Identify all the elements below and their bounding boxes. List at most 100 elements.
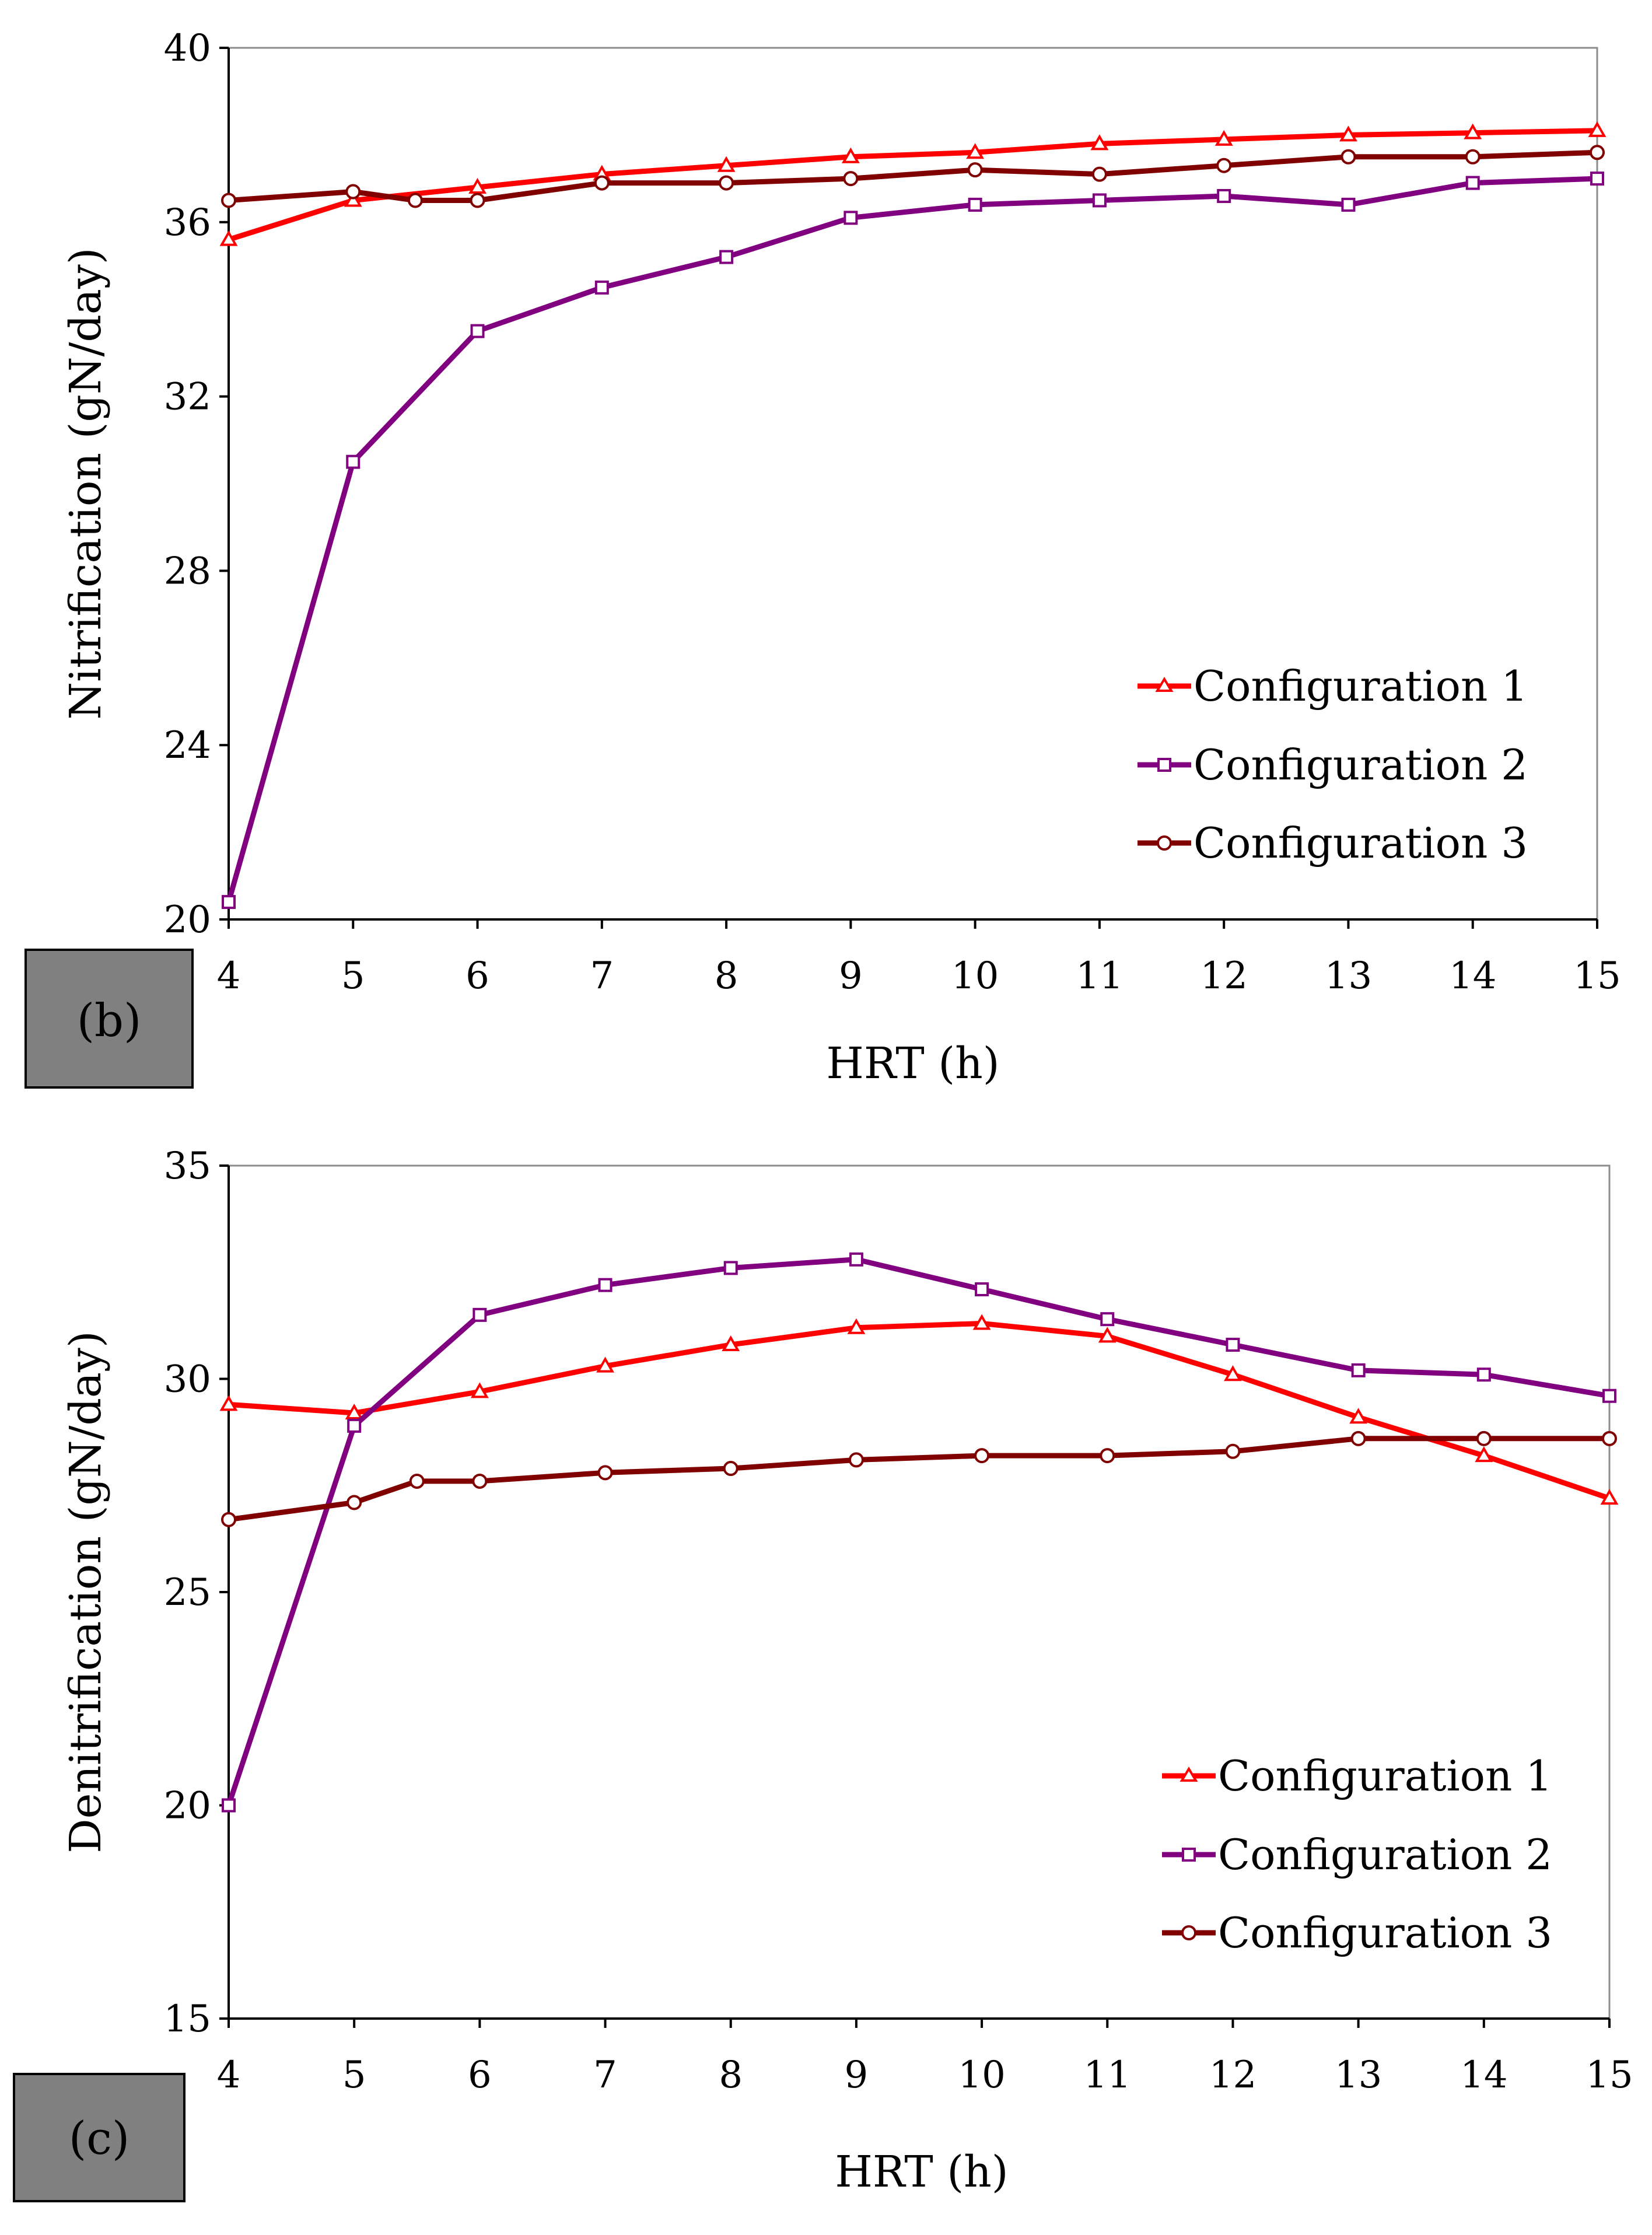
legend-label-c-2: Configuration 3 bbox=[1218, 1908, 1552, 1957]
data-point-c-0-4 bbox=[722, 1335, 740, 1352]
data-point-b-2-2 bbox=[407, 193, 423, 208]
legend-c: Configuration 1 Configuration 2 Configur… bbox=[1162, 1751, 1552, 1957]
data-point-b-1-1 bbox=[346, 454, 360, 469]
x-axis-title-c: HRT (h) bbox=[835, 2147, 1008, 2197]
x-tick-label-c-6: 10 bbox=[958, 2054, 1005, 2097]
data-point-b-0-0 bbox=[219, 230, 238, 246]
data-point-b-1-6 bbox=[968, 197, 982, 212]
data-point-b-0-9 bbox=[1339, 125, 1357, 142]
x-tick-label-c-3: 7 bbox=[593, 2054, 617, 2097]
y-tick-label-c-2: 25 bbox=[164, 1571, 211, 1614]
chart-c: 15 20 25 30 35 4 5 6 7 8 9 10 11 12 13 14 15 Denitrifica… bbox=[13, 1145, 1633, 2202]
series-line-c-1 bbox=[226, 1257, 1612, 1808]
y-axis-title-b: Nitrification (gN/day) bbox=[61, 247, 111, 719]
x-tick-label-c-9: 13 bbox=[1335, 2054, 1382, 2097]
plot-area-b bbox=[228, 47, 1598, 921]
chart-b: 20 24 28 32 36 40 4 5 6 7 8 9 10 11 12 13 14 15 Nitrifica… bbox=[24, 27, 1621, 1089]
x-axis-title-b: HRT (h) bbox=[826, 1038, 999, 1089]
data-point-c-1-7 bbox=[1100, 1312, 1115, 1327]
data-point-c-2-11 bbox=[1476, 1430, 1492, 1446]
x-tick-label-c-2: 6 bbox=[468, 2054, 492, 2097]
x-tick-label-c-8: 12 bbox=[1209, 2054, 1256, 2097]
data-point-c-0-11 bbox=[1600, 1489, 1619, 1505]
data-point-c-2-12 bbox=[1602, 1430, 1617, 1446]
data-point-b-2-0 bbox=[221, 193, 236, 208]
series-line-b-1 bbox=[226, 176, 1600, 905]
data-point-b-0-7 bbox=[1090, 134, 1109, 151]
legend-item-b-1: Configuration 2 bbox=[1138, 740, 1528, 789]
x-tick-label-c-5: 9 bbox=[845, 2054, 869, 2097]
y-axis-title-c: Denitrification (gN/day) bbox=[61, 1331, 111, 1853]
data-point-c-2-7 bbox=[974, 1448, 990, 1464]
axes-b: 20 24 28 32 36 40 4 5 6 7 8 9 10 11 12 13 14 15 bbox=[164, 27, 1621, 998]
data-point-b-0-2 bbox=[468, 178, 487, 194]
x-tick-label-b-11: 15 bbox=[1573, 954, 1620, 998]
y-tick-label-b-5: 40 bbox=[164, 27, 211, 70]
data-point-b-2-7 bbox=[967, 162, 983, 178]
data-point-c-2-3 bbox=[472, 1473, 488, 1489]
data-point-c-1-4 bbox=[723, 1261, 738, 1275]
x-tick-label-c-4: 8 bbox=[719, 2054, 743, 2097]
data-point-b-1-0 bbox=[222, 895, 236, 910]
data-point-c-2-0 bbox=[221, 1512, 236, 1527]
x-tick-label-b-1: 5 bbox=[341, 954, 365, 998]
data-point-b-0-11 bbox=[1588, 121, 1606, 137]
x-tick-label-b-2: 6 bbox=[466, 954, 489, 998]
data-point-c-0-8 bbox=[1224, 1365, 1242, 1381]
data-point-b-0-10 bbox=[1464, 123, 1482, 139]
data-point-b-1-8 bbox=[1217, 188, 1231, 203]
legend-item-c-1: Configuration 2 bbox=[1162, 1830, 1552, 1879]
y-tick-label-b-4: 36 bbox=[164, 201, 211, 244]
x-tick-label-b-6: 10 bbox=[951, 954, 999, 998]
x-tick-label-b-4: 8 bbox=[715, 954, 738, 998]
data-point-c-2-8 bbox=[1100, 1448, 1115, 1464]
data-point-c-0-1 bbox=[345, 1403, 363, 1419]
y-tick-label-c-1: 20 bbox=[164, 1785, 211, 1828]
plot-area-c bbox=[228, 1164, 1611, 2020]
data-point-c-1-10 bbox=[1476, 1367, 1491, 1382]
data-point-c-1-3 bbox=[598, 1278, 612, 1292]
data-point-b-2-1 bbox=[345, 184, 361, 200]
panel-label-box-b bbox=[24, 949, 194, 1089]
data-point-c-0-2 bbox=[470, 1382, 489, 1398]
legend-label-b-2: Configuration 3 bbox=[1194, 819, 1528, 868]
data-point-c-2-1 bbox=[346, 1495, 362, 1510]
x-tick-label-b-9: 13 bbox=[1325, 954, 1372, 998]
y-tick-label-b-1: 24 bbox=[164, 724, 211, 767]
series-line-b-0 bbox=[226, 128, 1600, 243]
data-point-c-2-9 bbox=[1225, 1443, 1241, 1459]
series-c bbox=[219, 1252, 1619, 1813]
x-tick-label-b-7: 11 bbox=[1076, 954, 1123, 998]
legend-item-b-0: Configuration 1 bbox=[1138, 662, 1528, 711]
y-tick-label-b-2: 28 bbox=[164, 550, 211, 593]
y-tick-label-c-4: 35 bbox=[164, 1145, 211, 1188]
data-point-b-0-5 bbox=[841, 147, 860, 163]
legend-label-b-1: Configuration 2 bbox=[1194, 740, 1528, 789]
panel-label-c: (c) bbox=[69, 2112, 130, 2165]
data-point-b-1-11 bbox=[1590, 172, 1604, 186]
panel-label-b: (b) bbox=[77, 995, 142, 1047]
data-point-c-0-7 bbox=[1098, 1327, 1116, 1343]
y-tick-label-c-3: 30 bbox=[164, 1358, 211, 1401]
legend-item-b-2: Configuration 3 bbox=[1138, 819, 1528, 868]
data-point-b-0-6 bbox=[966, 143, 985, 159]
data-point-b-1-9 bbox=[1341, 197, 1356, 212]
x-tick-label-b-3: 7 bbox=[590, 954, 614, 998]
data-point-b-2-6 bbox=[843, 171, 859, 187]
y-tick-label-c-0: 15 bbox=[164, 1998, 211, 2041]
data-point-c-1-11 bbox=[1602, 1388, 1616, 1403]
axes-c: 15 20 25 30 35 4 5 6 7 8 9 10 11 12 13 14 15 bbox=[164, 1145, 1633, 2097]
data-point-c-1-9 bbox=[1351, 1363, 1366, 1377]
data-point-c-2-5 bbox=[723, 1461, 738, 1477]
legend-item-c-2: Configuration 3 bbox=[1162, 1908, 1552, 1957]
data-point-c-1-0 bbox=[222, 1798, 236, 1813]
data-point-c-0-0 bbox=[219, 1395, 238, 1411]
data-point-b-1-10 bbox=[1465, 176, 1480, 190]
series-line-c-0 bbox=[226, 1321, 1612, 1501]
data-point-c-1-2 bbox=[473, 1307, 487, 1322]
data-point-b-0-4 bbox=[717, 156, 736, 172]
data-point-c-2-10 bbox=[1350, 1430, 1366, 1446]
x-tick-label-b-8: 12 bbox=[1200, 954, 1247, 998]
data-point-b-2-3 bbox=[470, 193, 485, 208]
data-point-c-2-4 bbox=[597, 1465, 613, 1481]
